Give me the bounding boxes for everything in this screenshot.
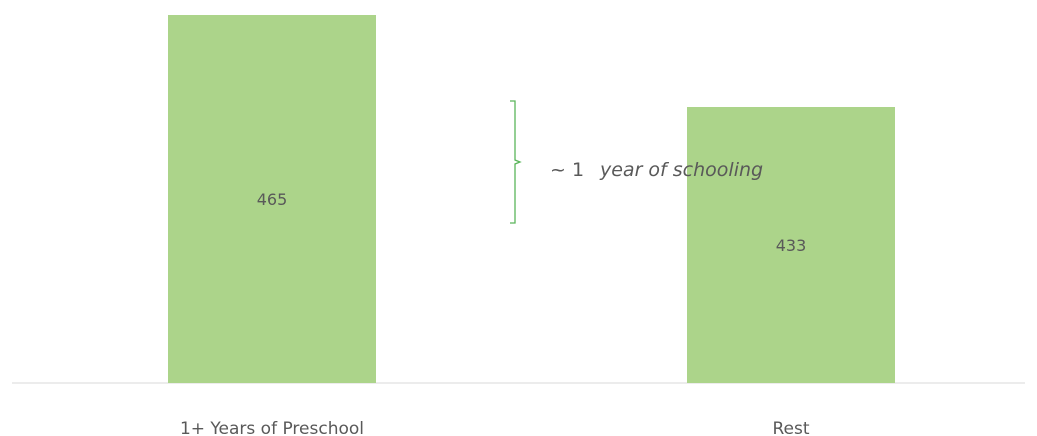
category-label-2: Rest — [772, 419, 809, 436]
annotation-prefix: ~ 1 — [550, 159, 584, 181]
data-label-1: 465 — [257, 190, 288, 209]
bars-group — [168, 15, 895, 383]
category-labels-group: 1+ Years of Preschool Rest — [180, 419, 810, 436]
annotation-bracket — [510, 100, 522, 224]
bar-2 — [687, 107, 895, 383]
annotation-text: year of schooling — [599, 159, 763, 181]
category-label-1: 1+ Years of Preschool — [180, 419, 364, 436]
data-label-2: 433 — [776, 236, 807, 255]
bar-labels-group: 465 433 — [257, 190, 807, 255]
annotation-group: ~ 1 year of schooling — [510, 100, 763, 224]
bar-1 — [168, 15, 376, 383]
